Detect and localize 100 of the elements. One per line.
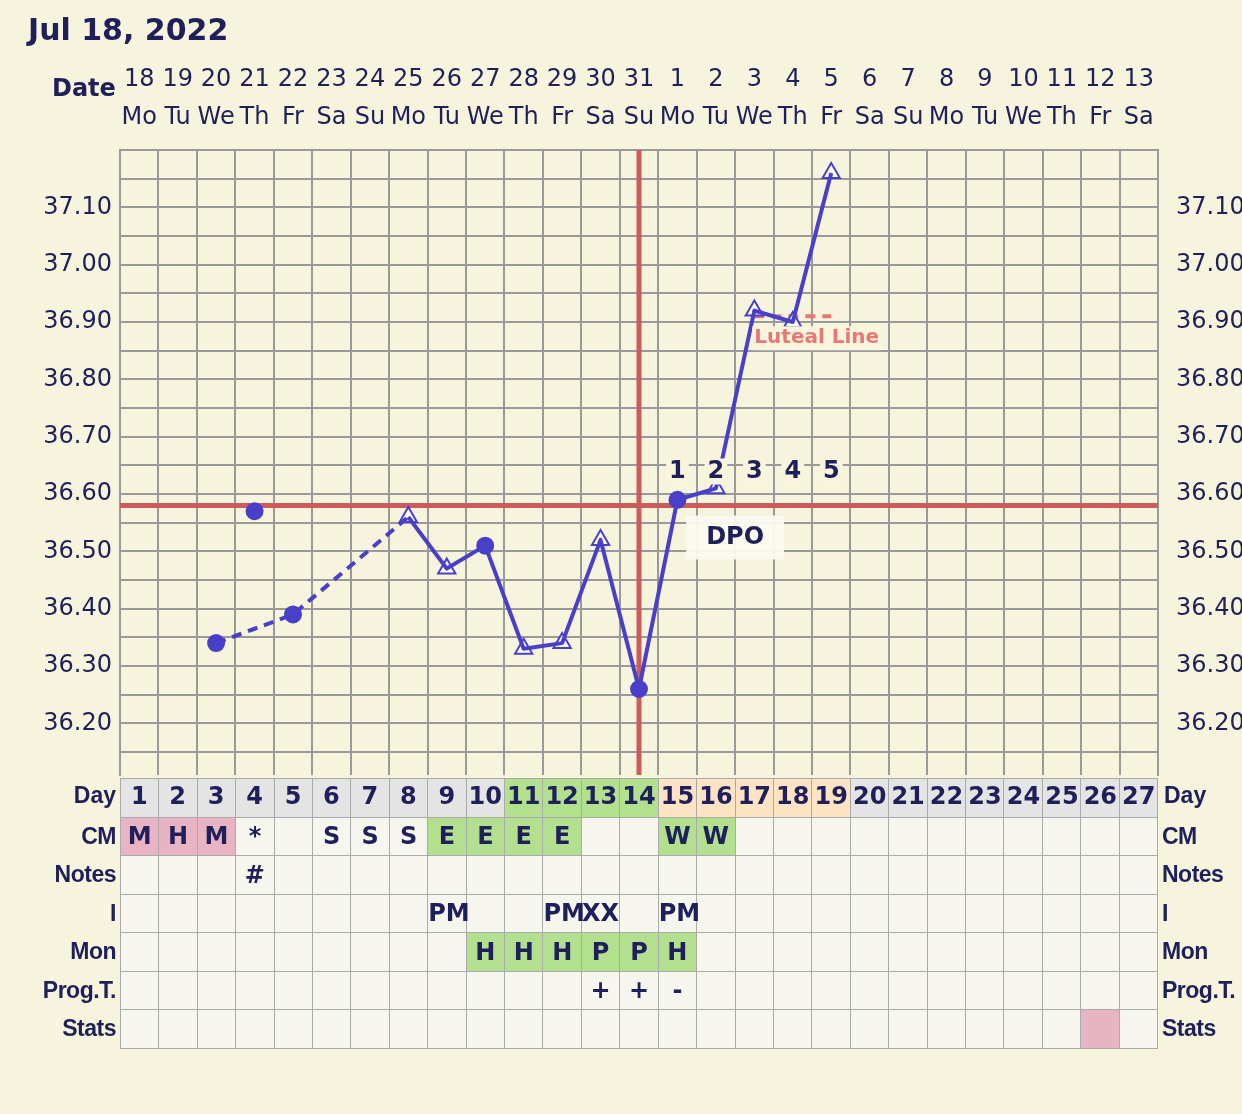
annotation: 4: [784, 455, 802, 484]
y-tick-label: 36.90: [43, 306, 112, 335]
category-label: Mon: [70, 938, 116, 964]
text: Day: [1164, 781, 1207, 808]
annotation: 1: [669, 455, 686, 484]
x2-tick-label: 26: [1083, 781, 1118, 810]
category-label: Notes: [1162, 861, 1224, 887]
text: E: [515, 822, 532, 851]
text: XX: [582, 899, 620, 928]
text: +: [590, 976, 611, 1005]
series-label: Luteal Line: [754, 324, 880, 349]
text: -: [672, 976, 683, 1005]
x-tick-label: 11 Th: [1045, 64, 1078, 130]
y-tick-label: 36.60: [43, 478, 112, 507]
x2-tick-label: 6: [323, 781, 340, 810]
text: #: [244, 860, 265, 889]
y-tick-label: 36.80: [43, 363, 112, 392]
x2-tick-label: 27: [1122, 781, 1156, 810]
x-tick-label: 2 Tu: [701, 64, 730, 130]
y-tick-label: 36.50: [43, 535, 112, 564]
x-axis-title: Date: [52, 74, 116, 102]
category-label: Stats: [62, 1015, 116, 1041]
text: M: [127, 822, 152, 851]
x2-tick-label: 22: [929, 781, 964, 810]
y-tick-label: 36.70: [43, 420, 112, 449]
text: H: [552, 937, 573, 966]
category-label: Mon: [1162, 938, 1208, 964]
x-tick-label: 6 Sa: [854, 64, 885, 130]
x-tick-label: 26 Tu: [431, 64, 463, 130]
text: P: [630, 937, 648, 966]
x2-axis-title: Day: [73, 781, 117, 808]
annotation: DPO: [706, 521, 765, 550]
category-label: CM: [81, 822, 116, 849]
text: S: [361, 822, 379, 851]
x-tick-label: 13 Sa: [1123, 64, 1155, 130]
x2-tick-label: 9: [438, 781, 456, 810]
x2-tick-label: 14: [622, 781, 656, 810]
x-tick-label: 7 Su: [892, 64, 924, 130]
x2-tick-label: 10: [468, 781, 502, 810]
y-tick-label: 36.30: [43, 650, 112, 679]
text: E: [553, 822, 571, 851]
text: H: [475, 937, 496, 966]
x2-tick-label: 18: [776, 781, 810, 810]
x2-tick-label: 12: [545, 781, 579, 810]
x2-tick-label: 21: [891, 781, 925, 810]
text: H: [513, 937, 534, 966]
annotation: 3: [745, 455, 763, 484]
text: +: [628, 976, 650, 1005]
x-tick-label: 3 We: [735, 64, 773, 130]
text: P: [591, 937, 610, 966]
x2-tick-label: 24: [1006, 781, 1041, 810]
category-label: Prog.T.: [1162, 976, 1236, 1003]
category-label: CM: [1162, 822, 1197, 849]
x-tick-label: 12 Fr: [1085, 64, 1116, 130]
x2-tick-label: 3: [207, 781, 225, 810]
x2-tick-label: 7: [361, 781, 379, 810]
x-tick-label: 23 Sa: [316, 64, 347, 130]
y-tick-label: 36.20: [43, 707, 112, 736]
text: E: [477, 822, 494, 851]
text: W: [702, 822, 730, 851]
text: S: [399, 822, 418, 851]
category-label: Prog.T.: [42, 976, 116, 1003]
text: *: [248, 822, 262, 851]
x-tick-label: 18 Mo: [121, 64, 157, 130]
x-tick-label: 30 Sa: [585, 64, 616, 130]
x-tick-label: 9 Tu: [970, 64, 999, 130]
x2-tick-label: 2: [169, 781, 187, 810]
x-tick-label: 20 We: [197, 64, 235, 130]
x-tick-label: 25 Mo: [390, 64, 427, 130]
text: M: [204, 822, 229, 851]
x-tick-label: 19 Tu: [162, 64, 193, 130]
x-tick-label: 4 Th: [776, 64, 808, 130]
x2-tick-label: 8: [399, 781, 417, 810]
x2-tick-label: 16: [699, 781, 733, 810]
x2-tick-label: 4: [246, 781, 263, 810]
x2-tick-label: 17: [737, 781, 772, 810]
category-label: I: [1162, 899, 1168, 926]
x-tick-label: 8 Mo: [928, 64, 965, 130]
chart-title: Jul 18, 2022: [28, 12, 229, 47]
x2-tick-label: 20: [852, 781, 887, 810]
text: PM: [658, 899, 701, 928]
x-tick-label: 21 Th: [238, 64, 270, 130]
text: H: [667, 937, 688, 966]
text: PM: [428, 899, 470, 928]
y-tick-label: 37.10: [43, 191, 112, 220]
x2-tick-label: 1: [130, 781, 148, 810]
annotation: 2: [707, 455, 725, 484]
x-tick-label: 5 Fr: [820, 64, 843, 130]
category-label: I: [110, 899, 116, 926]
category-label: Notes: [54, 861, 116, 887]
x-tick-label: 24 Su: [354, 64, 386, 130]
x2-tick-label: 13: [583, 781, 618, 810]
x-tick-label: 28 Th: [507, 64, 539, 130]
x2-tick-label: 15: [660, 781, 695, 810]
y-tick-label: 36.40: [43, 592, 112, 621]
x-tick-label: 29 Fr: [546, 64, 578, 130]
y-tick-label: 37.00: [43, 248, 112, 277]
x2-tick-label: 11: [506, 781, 541, 810]
annotation: 5: [822, 455, 840, 484]
x-tick-label: 1 Mo: [659, 64, 696, 130]
